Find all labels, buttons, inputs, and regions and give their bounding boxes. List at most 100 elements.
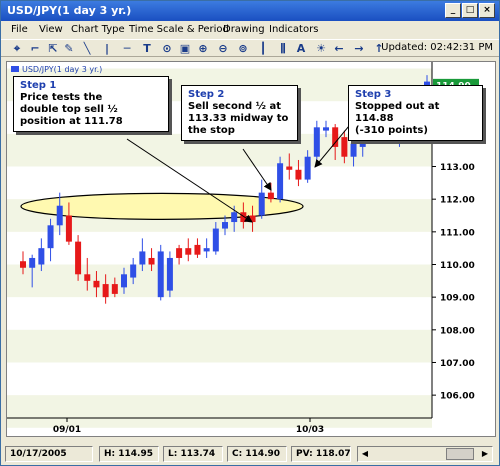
arrow-left-icon[interactable]: ← <box>334 42 344 55</box>
status-date: 10/17/2005 <box>5 446 93 462</box>
status-pv: PV: 118.07 <box>291 446 351 462</box>
candle-body <box>20 261 26 268</box>
y-tick-label: 107.00 <box>440 359 475 369</box>
minimize-button[interactable]: _ <box>445 3 461 18</box>
y-tick-label: 108.00 <box>440 326 475 336</box>
arrow-right-icon[interactable]: → <box>354 42 364 55</box>
candle-body <box>176 248 183 258</box>
y-tick-label: 109.00 <box>440 294 475 304</box>
candle-body <box>313 127 320 157</box>
arrow-up-icon[interactable]: ↑ <box>374 42 384 55</box>
maximize-button[interactable]: □ <box>462 3 478 18</box>
circle-tool-icon[interactable]: ⊙ <box>162 42 172 55</box>
candle-body <box>84 274 91 281</box>
y-tick-label: 106.00 <box>440 392 475 402</box>
candle-body <box>350 143 357 157</box>
candle-body <box>240 212 247 223</box>
trendline-icon[interactable]: ╲ <box>83 42 91 55</box>
chart-panel[interactable]: 106.00 107.00 108.00 109.00 110.00 111.00 112.… <box>6 61 496 437</box>
price-chart[interactable]: 106.00 107.00 108.00 109.00 110.00 111.00 112.… <box>7 62 495 436</box>
candle-body <box>295 169 302 180</box>
callout-step-3-text: Stopped out at 114.88 (-310 points) <box>355 101 440 136</box>
menu-time-scale-period[interactable]: Time Scale & Period <box>129 24 229 35</box>
candle-body <box>38 248 45 265</box>
callout-step-3: Step 3 Stopped out at 114.88 (-310 point… <box>348 85 483 141</box>
step-1-arrow <box>126 138 253 223</box>
pointer-icon[interactable]: ⌐ <box>30 42 40 55</box>
candle-body <box>185 248 192 255</box>
callout-step-1-text: Price tests the double top sell ½ positi… <box>20 92 123 127</box>
indicator-icon[interactable]: ⫼ <box>280 42 286 55</box>
legend-swatch <box>11 66 19 72</box>
x-tick-label: 10/03 <box>296 425 324 435</box>
candle-body <box>56 205 63 226</box>
menu-view[interactable]: View <box>39 24 63 35</box>
window-title: USD/JPY(1 day 3 yr.) <box>7 4 132 17</box>
zoom-in-icon[interactable]: ⊕ <box>198 42 208 55</box>
candle-body <box>148 257 155 265</box>
candle-body <box>267 192 274 200</box>
menu-indicators[interactable]: Indicators <box>269 24 319 35</box>
menu-drawing[interactable]: Drawing <box>223 24 265 35</box>
y-tick-label: 110.00 <box>440 261 475 271</box>
step-2-arrow <box>242 148 272 191</box>
candle-body <box>231 212 238 223</box>
price-band <box>7 264 432 298</box>
candle-body <box>194 244 201 255</box>
menu-bar: File View Chart Type Time Scale & Period… <box>1 22 499 39</box>
text-tool-icon[interactable]: T <box>143 42 151 55</box>
candle-body <box>323 127 329 131</box>
candle-body <box>157 251 164 298</box>
candle-body <box>102 284 109 298</box>
vertical-line-icon[interactable]: | <box>104 42 110 55</box>
status-close: C: 114.90 <box>227 446 287 462</box>
scroll-thumb[interactable] <box>446 448 474 460</box>
callout-step-1: Step 1 Price tests the double top sell ½… <box>13 76 169 132</box>
candle-body <box>111 284 118 294</box>
drawing-toolbar: ⌖ ⌐ ⇱ ✎ ╲ | ─ T ⊙ ▣ ⊕ ⊖ ⊚ ┃ ⫼ A ☀ ← → ↑ … <box>1 39 499 57</box>
step-3-arrow <box>314 125 350 168</box>
candle-body <box>304 156 311 180</box>
title-bar[interactable]: USD/JPY(1 day 3 yr.) _ □ × <box>1 1 499 21</box>
y-tick-label: 112.00 <box>440 196 475 206</box>
callout-step-3-title: Step 3 <box>355 89 392 100</box>
menu-file[interactable]: File <box>11 24 28 35</box>
callout-step-1-title: Step 1 <box>20 80 57 91</box>
candle-body <box>75 241 82 275</box>
candle-body <box>29 257 36 268</box>
menu-chart-type[interactable]: Chart Type <box>71 24 125 35</box>
zoom-area-icon[interactable]: ⊚ <box>238 42 248 55</box>
zoom-out-icon[interactable]: ⊖ <box>218 42 228 55</box>
candle-body <box>222 222 228 229</box>
candle-body <box>332 127 339 147</box>
price-band <box>7 329 432 363</box>
pencil-icon[interactable]: ✎ <box>64 42 74 55</box>
close-button[interactable]: × <box>479 3 495 18</box>
bar-tool-icon[interactable]: ┃ <box>259 42 267 55</box>
scroll-right-icon[interactable]: ▶ <box>481 449 489 458</box>
scroll-left-icon[interactable]: ◀ <box>361 449 369 458</box>
candle-body <box>166 257 173 291</box>
horizontal-scrollbar[interactable]: ◀ ▶ <box>357 446 493 462</box>
y-tick-label: 111.00 <box>440 228 475 238</box>
x-tick-label: 09/01 <box>53 425 81 435</box>
fibonacci-icon[interactable]: ▣ <box>179 42 191 55</box>
status-low: L: 113.74 <box>163 446 223 462</box>
study-icon[interactable]: ☀ <box>316 42 326 55</box>
updated-time: Updated: 02:42:31 PM <box>381 42 493 53</box>
candle-body <box>65 215 72 242</box>
font-icon[interactable]: A <box>296 42 306 55</box>
y-tick-label: 113.00 <box>440 163 475 173</box>
candle-body <box>47 225 54 249</box>
candle-body <box>277 163 284 200</box>
callout-step-2-text: Sell second ½ at 113.33 midway to the st… <box>188 101 289 136</box>
status-high: H: 114.95 <box>99 446 159 462</box>
candle-body <box>93 280 100 288</box>
cursor-icon[interactable]: ⇱ <box>48 42 58 55</box>
candle-body <box>121 274 127 288</box>
candle-body <box>286 166 293 170</box>
horizontal-line-icon[interactable]: ─ <box>123 42 131 55</box>
crosshair-icon[interactable]: ⌖ <box>13 42 21 55</box>
candle-body <box>203 248 210 252</box>
